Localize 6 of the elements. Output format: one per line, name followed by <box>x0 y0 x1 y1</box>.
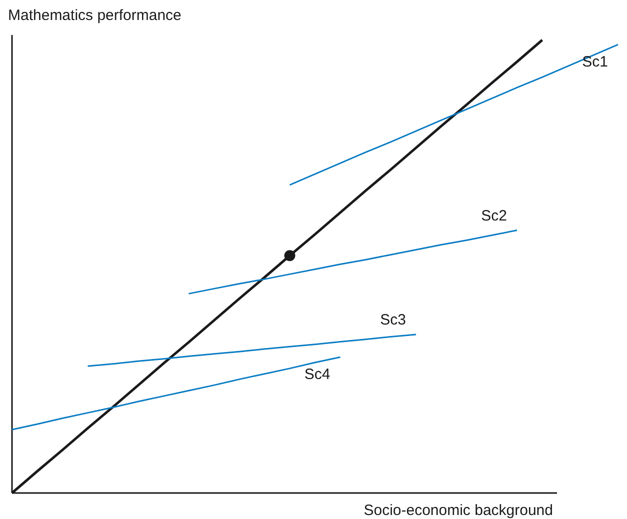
series-label: Sc1 <box>582 54 608 71</box>
x-axis-title: Socio-economic background <box>364 502 553 519</box>
series-label: Sc4 <box>304 366 330 384</box>
series-label: Sc2 <box>481 207 507 224</box>
series-label: Sc3 <box>380 311 406 328</box>
y-axis-title: Mathematics performance <box>8 7 182 24</box>
